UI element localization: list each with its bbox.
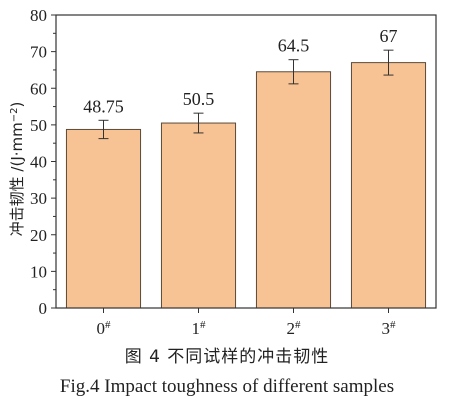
plot-area: 48.75 0# 50.5 1# 64.5 2# 67 3# 0 10 20 30 40 50 60 70 80	[30, 6, 437, 338]
data-label-3: 67	[380, 26, 398, 46]
data-label-2: 64.5	[278, 36, 310, 56]
y-axis-title: 冲击韧性 /(J·mm−2)	[8, 102, 26, 237]
data-label-0: 48.75	[83, 96, 124, 116]
bar-1	[160, 122, 237, 309]
y-tick-label-4: 40	[30, 153, 47, 172]
y-tick-label-7: 70	[30, 43, 47, 62]
data-label-1: 50.5	[183, 89, 215, 109]
y-tick-label-3: 30	[30, 189, 47, 208]
bar-3	[350, 62, 427, 309]
y-tick-label-1: 10	[30, 262, 47, 281]
bar-chart: 48.75 0# 50.5 1# 64.5 2# 67 3# 0 10 20 30 40 50 60 70 80…	[8, 6, 437, 338]
figure-caption-chinese: 图 4 不同试样的冲击韧性	[124, 347, 330, 367]
y-tick-label-2: 20	[30, 226, 47, 245]
figure-caption-english: Fig.4 Impact toughness of different samp…	[59, 376, 395, 397]
y-tick-label-5: 50	[30, 116, 47, 135]
x-tick-label-1: 1#	[192, 319, 207, 338]
y-tick-label-6: 60	[30, 79, 47, 98]
y-tick-label-0: 0	[39, 299, 48, 318]
x-tick-label-0: 0#	[97, 319, 112, 338]
bar-2	[255, 71, 332, 309]
x-tick-label-3: 3#	[382, 319, 397, 338]
y-tick-label-8: 80	[30, 6, 47, 25]
bar-0	[65, 128, 142, 309]
x-tick-label-2: 2#	[287, 319, 302, 338]
